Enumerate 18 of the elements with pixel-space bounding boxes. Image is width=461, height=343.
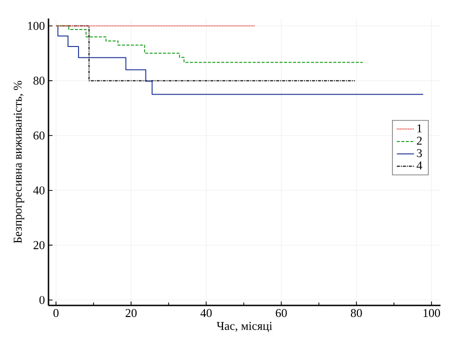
- x-tick-label: 40: [200, 309, 212, 318]
- y-axis-title: Безпрогресивна виживаність, %: [14, 80, 24, 244]
- x-tick-label: 0: [53, 309, 59, 318]
- y-tick-label: 0: [39, 296, 45, 304]
- y-tick-label: 40: [33, 186, 45, 194]
- y-tick-label: 60: [34, 131, 45, 140]
- legend-label: 2: [416, 136, 422, 145]
- x-axis-title: Час, місяці: [216, 322, 272, 332]
- legend-label: 1: [417, 124, 422, 132]
- x-tick-label: 80: [350, 309, 362, 318]
- legend-label: 3: [416, 149, 422, 158]
- x-tick-label: 20: [126, 309, 137, 318]
- x-tick-label: 60: [276, 309, 287, 318]
- y-tick-label: 100: [28, 22, 45, 30]
- y-tick-label: 80: [33, 76, 45, 85]
- legend-label: 4: [416, 162, 422, 170]
- y-tick-label: 20: [34, 241, 45, 250]
- x-tick-label: 100: [424, 309, 440, 318]
